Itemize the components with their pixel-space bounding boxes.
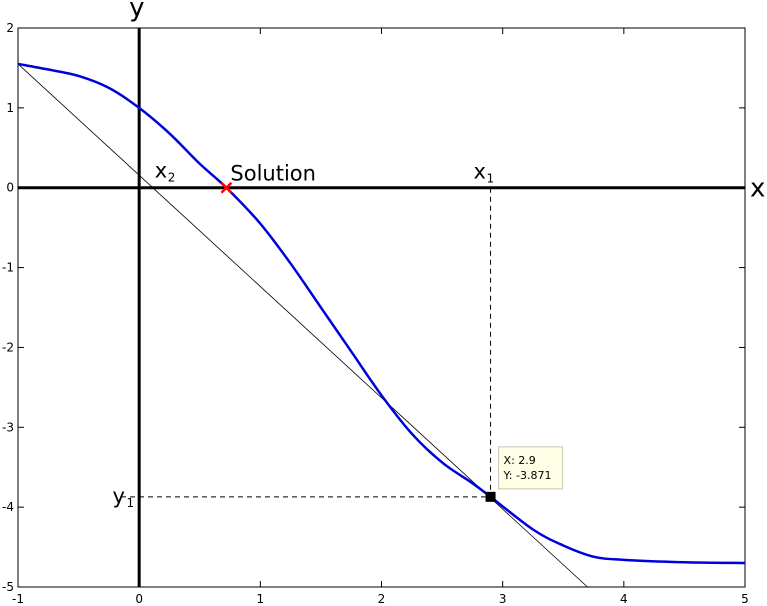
y-tick-label: 1 [6, 101, 14, 115]
y-tick-label: -1 [2, 261, 14, 275]
y1-label: y [113, 484, 125, 508]
x1-subscript: 1 [487, 172, 495, 186]
y-axis-label: y [129, 0, 144, 23]
datatip-y-text: Y: -3.871 [503, 469, 552, 482]
x-tick-label: 0 [135, 592, 143, 606]
x-tick-label: 2 [378, 592, 386, 606]
x2-label: x [155, 159, 167, 183]
y-tick-label: -5 [2, 580, 14, 594]
datatip-x-text: X: 2.9 [504, 454, 536, 467]
x1-label: x [474, 160, 486, 184]
x-axis-label: x [750, 174, 765, 204]
solution-label: Solution [230, 162, 316, 186]
y-tick-label: -3 [2, 420, 14, 434]
datatip-point-marker[interactable] [485, 491, 496, 502]
y1-subscript: 1 [127, 496, 135, 510]
x-tick-label: 5 [741, 592, 749, 606]
y-tick-label: 2 [6, 21, 14, 35]
solution-marker [220, 181, 233, 194]
x-tick-labels: -1 0 1 2 3 4 5 [12, 592, 749, 606]
x-tick-label: -1 [12, 592, 24, 606]
x2-subscript: 2 [168, 171, 176, 185]
x-tick-label: 3 [499, 592, 507, 606]
x-tick-label: 4 [620, 592, 628, 606]
y-tick-label: -4 [2, 500, 14, 514]
y-tick-labels: 2 1 0 -1 -2 -3 -4 -5 [2, 21, 14, 594]
datatip-box[interactable]: X: 2.9 Y: -3.871 [498, 446, 564, 490]
function-curve [17, 62, 746, 565]
y-tick-label: 0 [6, 181, 14, 195]
y-tick-label: -2 [2, 340, 14, 354]
x-tick-label: 1 [257, 592, 265, 606]
